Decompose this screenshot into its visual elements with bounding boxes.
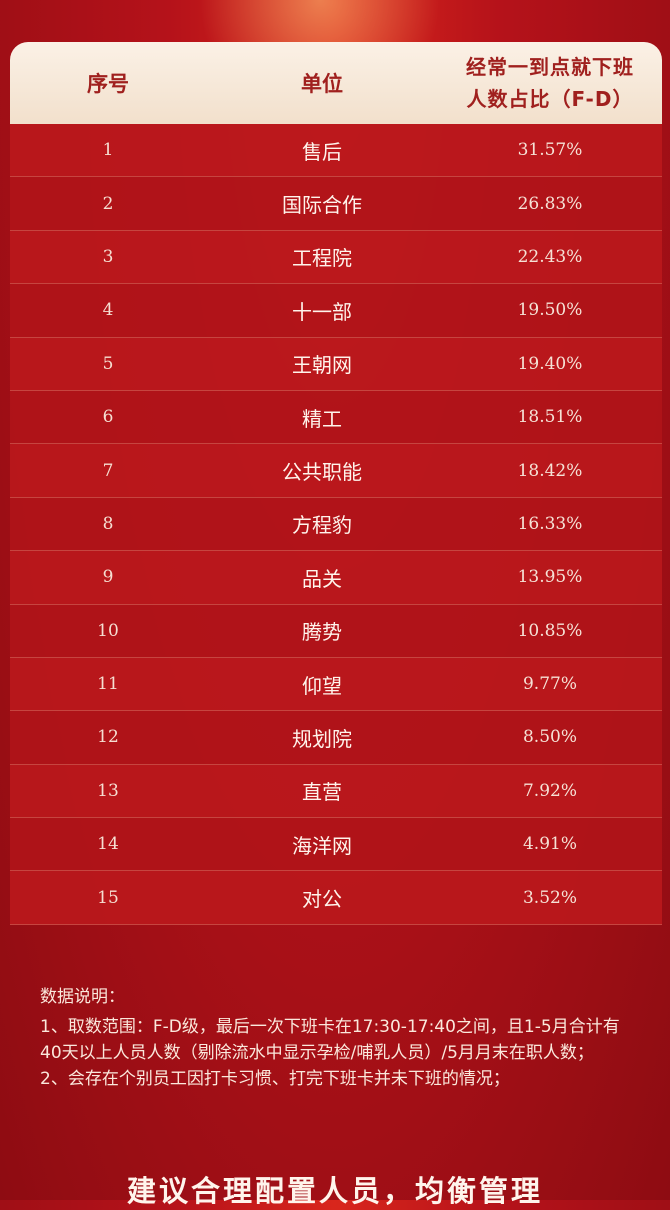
table-row: 13 直营 7.92%	[10, 764, 662, 819]
row-unit: 公共职能	[282, 460, 362, 485]
row-no: 5	[102, 353, 114, 374]
row-no: 12	[97, 727, 119, 748]
notes-item-1: 1、取数范围：F-D级，最后一次下班卡在17:30-17:40之间，且1-5月合…	[40, 1017, 620, 1063]
row-unit: 方程豹	[292, 513, 352, 538]
ranking-table: 序号 单位 经常一到点就下班 人数占比（F-D） 1 售后 31.57% 2 国际合作…	[10, 42, 662, 925]
row-pct: 9.77%	[522, 674, 577, 695]
row-unit: 精工	[302, 406, 342, 431]
row-unit: 对公	[302, 887, 342, 912]
notes-title: 数据说明：	[40, 987, 125, 1007]
table-row: 10 腾势 10.85%	[10, 604, 662, 658]
row-pct: 13.95%	[517, 567, 583, 588]
row-pct: 4.91%	[522, 834, 577, 855]
table-row: 4 十一部 19.50%	[10, 284, 662, 338]
row-unit: 腾势	[302, 620, 342, 645]
notes-item-2: 2、会存在个别员工因打卡习惯、打完下班卡并未下班的情况；	[40, 1069, 510, 1089]
row-no: 6	[102, 407, 114, 428]
table-row: 7 公共职能 18.42%	[10, 444, 662, 498]
row-no: 4	[102, 300, 114, 321]
table-row: 1 售后 31.57%	[10, 124, 662, 178]
row-no: 9	[102, 567, 114, 588]
row-unit: 十一部	[292, 299, 352, 324]
table-header: 序号 单位 经常一到点就下班 人数占比（F-D）	[10, 42, 662, 124]
row-no: 11	[97, 674, 119, 695]
header-pct-line2: 人数占比（F-D）	[466, 87, 634, 111]
row-pct: 22.43%	[517, 246, 583, 267]
table-row: 5 王朝网 19.40%	[10, 337, 662, 391]
table-row: 12 规划院 8.50%	[10, 711, 662, 765]
row-unit: 售后	[302, 139, 342, 164]
row-unit: 规划院	[292, 726, 352, 751]
row-pct: 8.50%	[522, 727, 577, 748]
table-row: 6 精工 18.51%	[10, 390, 662, 445]
row-unit: 海洋网	[292, 833, 352, 858]
row-no: 13	[97, 780, 119, 801]
header-no: 序号	[87, 72, 129, 96]
table-row: 14 海洋网 4.91%	[10, 818, 662, 872]
table-row: 11 仰望 9.77%	[10, 657, 662, 712]
row-pct: 18.51%	[517, 407, 583, 428]
row-no: 10	[97, 620, 119, 641]
row-no: 8	[102, 513, 114, 534]
row-pct: 3.52%	[522, 887, 577, 908]
row-unit: 仰望	[302, 673, 342, 698]
row-pct: 19.40%	[517, 353, 583, 374]
row-pct: 10.85%	[517, 620, 583, 641]
table-row: 9 品关 13.95%	[10, 551, 662, 605]
row-unit: 工程院	[292, 246, 352, 271]
table-row: 3 工程院 22.43%	[10, 230, 662, 285]
row-unit: 国际合作	[282, 193, 362, 218]
row-no: 15	[97, 887, 119, 908]
row-pct: 18.42%	[517, 460, 583, 481]
row-unit: 王朝网	[292, 353, 352, 378]
row-pct: 19.50%	[517, 300, 583, 321]
row-pct: 16.33%	[517, 513, 583, 534]
row-pct: 7.92%	[522, 780, 577, 801]
table-row: 8 方程豹 16.33%	[10, 497, 662, 552]
header-pct-line1: 经常一到点就下班	[466, 55, 634, 79]
data-notes: 数据说明： 1、取数范围：F-D级，最后一次下班卡在17:30-17:40之间，…	[40, 984, 640, 1092]
table-body: 1 售后 31.57% 2 国际合作 26.83% 3 工程院 22.43% 4 十一部 19.…	[10, 124, 662, 925]
row-no: 14	[97, 834, 119, 855]
row-unit: 品关	[302, 566, 342, 591]
row-no: 7	[102, 460, 114, 481]
table-row: 2 国际合作 26.83%	[10, 177, 662, 231]
row-no: 3	[102, 246, 114, 267]
row-pct: 31.57%	[517, 140, 583, 161]
footer-slogan: 建议合理配置人员，均衡管理	[126, 1174, 543, 1208]
row-pct: 26.83%	[517, 193, 583, 214]
row-no: 1	[102, 140, 114, 161]
header-pct: 经常一到点就下班 人数占比（F-D）	[438, 51, 662, 115]
row-unit: 直营	[302, 780, 342, 805]
row-no: 2	[102, 193, 114, 214]
table-row: 15 对公 3.52%	[10, 871, 662, 925]
header-unit: 单位	[301, 72, 343, 96]
